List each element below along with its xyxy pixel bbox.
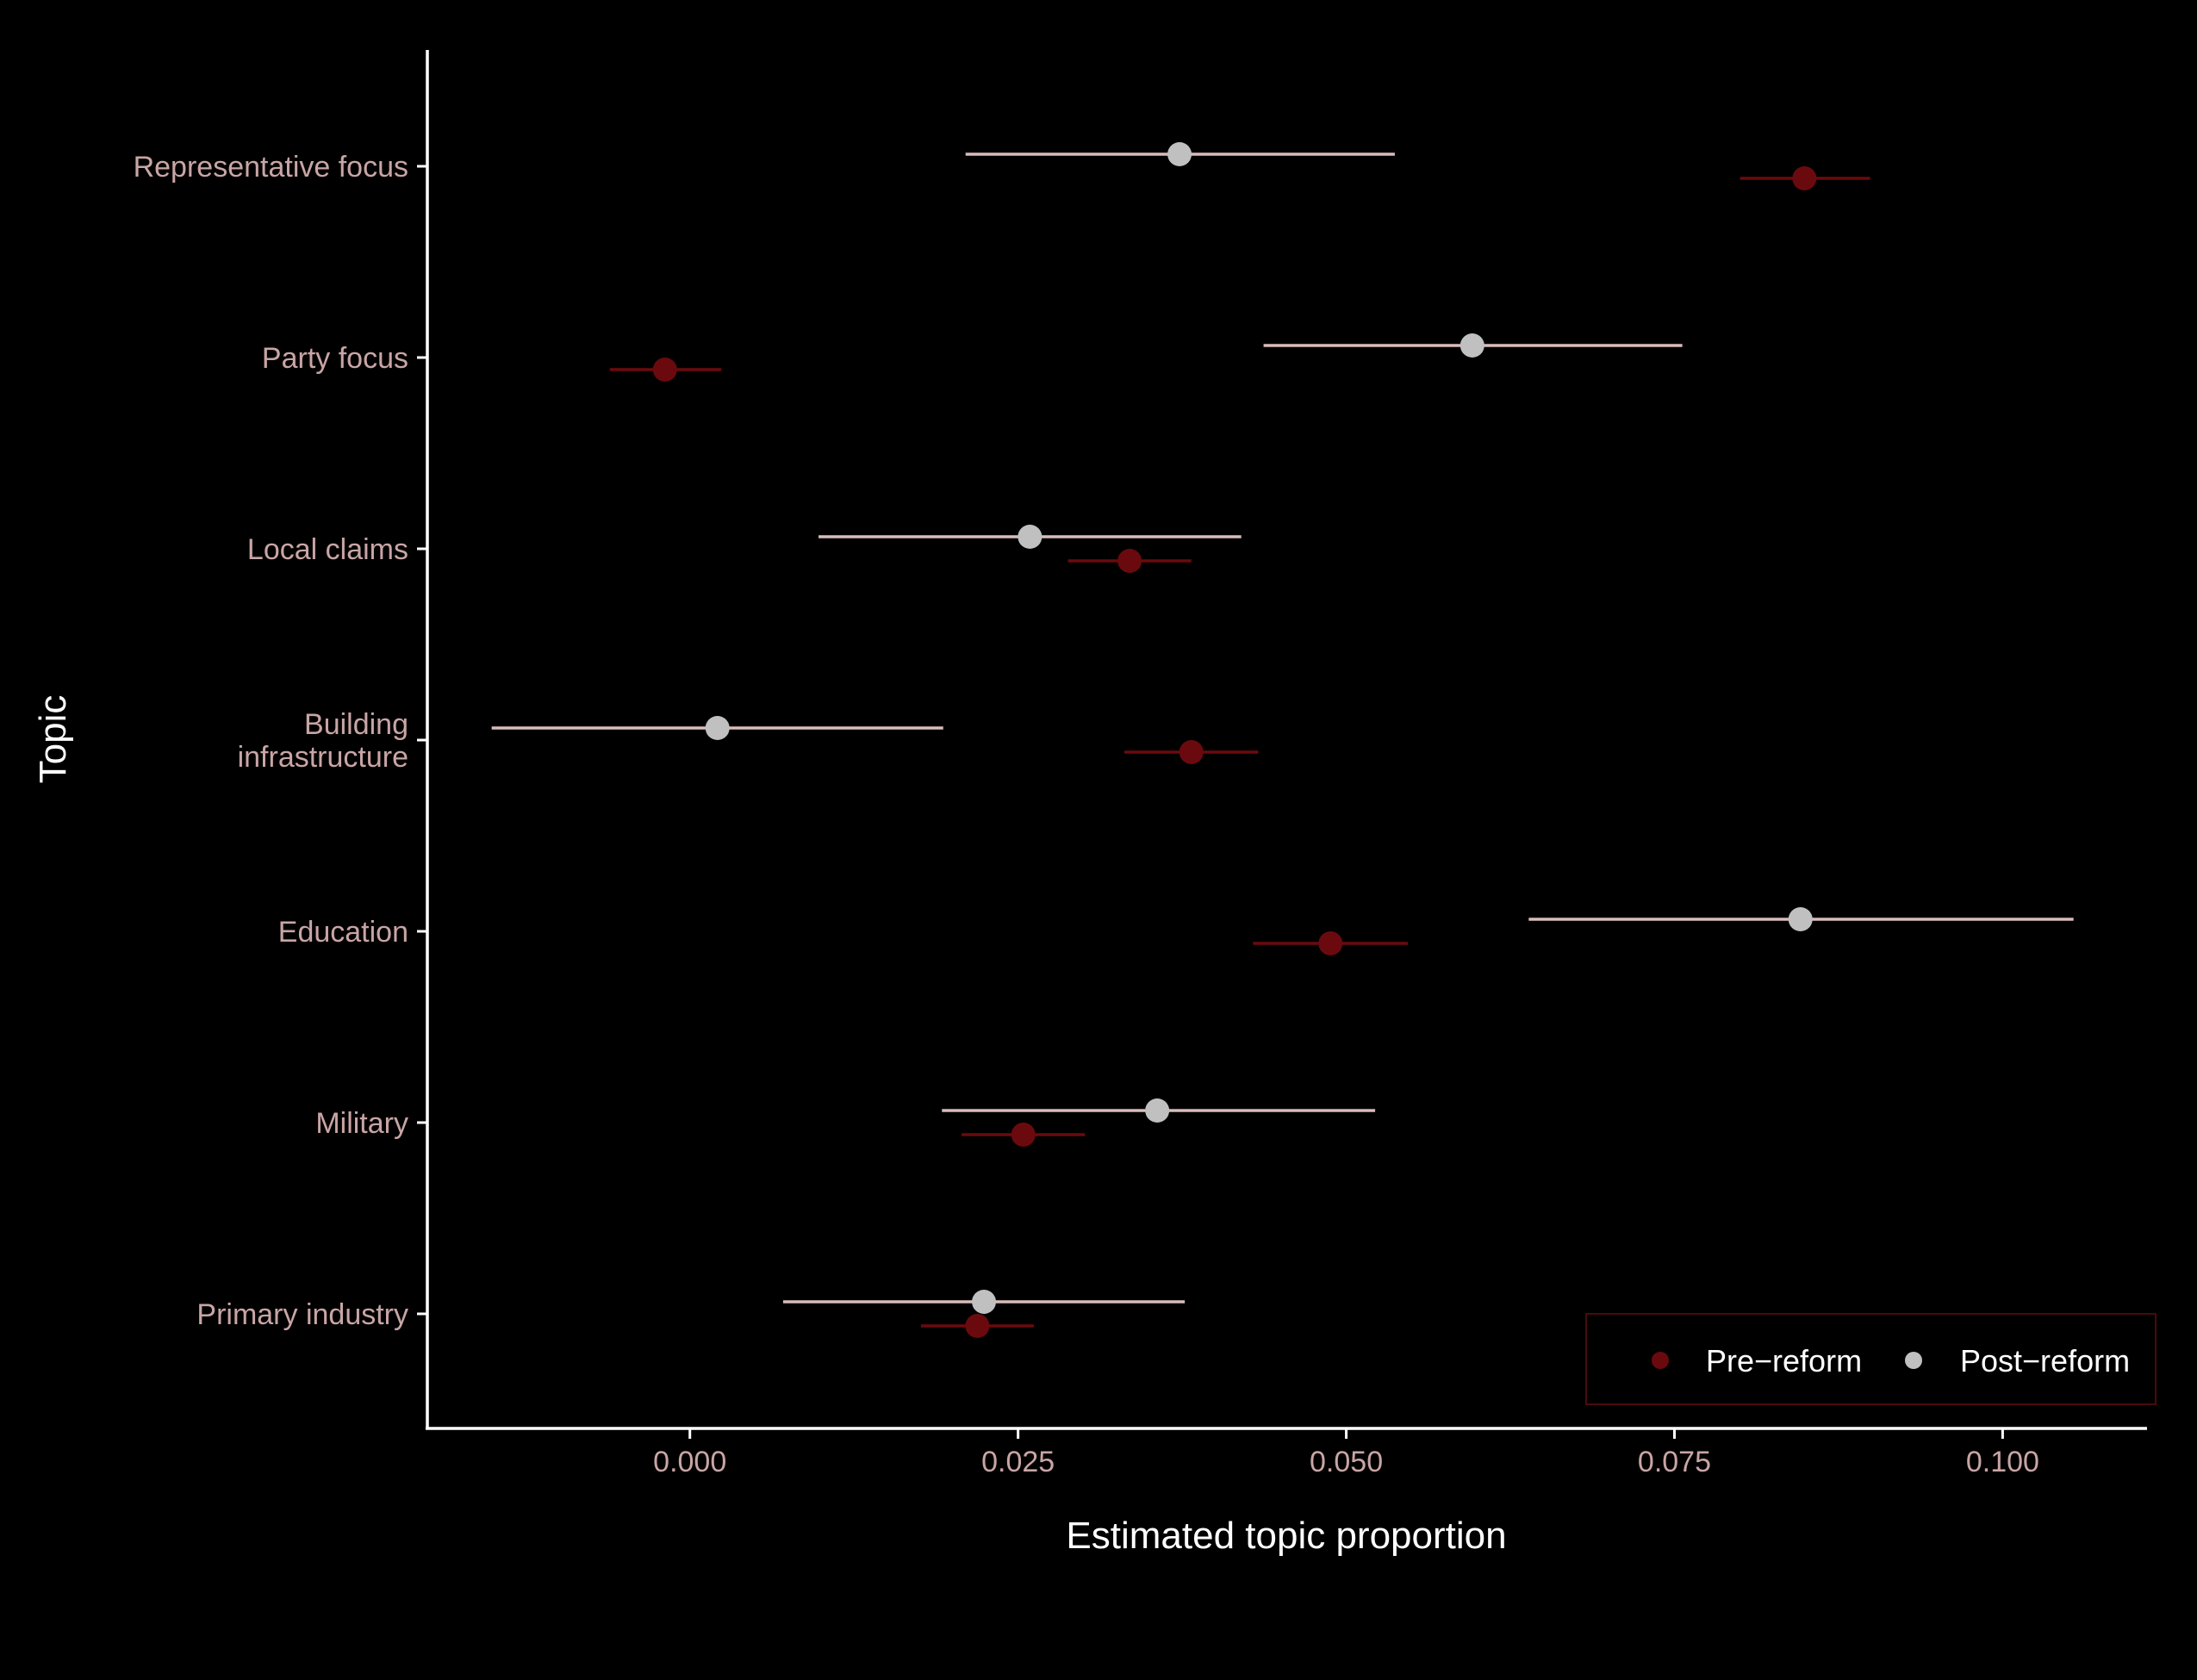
legend-key-post-reform: [1905, 1352, 1922, 1369]
legend-label-post-reform: Post−reform: [1960, 1343, 2130, 1378]
estimate-point: [1318, 931, 1343, 955]
x-tick-label: 0.000: [653, 1446, 726, 1478]
x-axis-title: Estimated topic proportion: [1066, 1515, 1506, 1557]
estimate-point: [965, 1314, 990, 1338]
estimate-point: [1459, 333, 1484, 358]
y-tick-label: Building: [304, 708, 408, 741]
y-axis-title: Topic: [32, 695, 74, 784]
legend-key-pre-reform: [1652, 1352, 1669, 1369]
x-tick-label: 0.025: [981, 1446, 1055, 1478]
y-tick-label: Local claims: [247, 533, 408, 566]
estimate-point: [1179, 740, 1204, 764]
estimate-point: [1011, 1123, 1036, 1147]
estimate-point: [705, 716, 730, 740]
x-tick-label: 0.050: [1310, 1446, 1383, 1478]
legend-box: [1585, 1313, 2157, 1405]
estimate-point: [1167, 142, 1192, 166]
estimate-point: [652, 358, 677, 382]
y-tick-label: Primary industry: [196, 1298, 408, 1331]
estimate-point: [1788, 907, 1813, 931]
estimate-point: [1145, 1098, 1170, 1123]
legend-label-pre-reform: Pre−reform: [1706, 1343, 1862, 1378]
y-tick-label: Military: [315, 1107, 408, 1140]
series-pre-reform: [609, 166, 1870, 1338]
y-tick-label: Party focus: [262, 342, 408, 375]
estimate-point: [1117, 549, 1142, 573]
x-tick-label: 0.100: [1966, 1446, 2039, 1478]
y-tick-label: Education: [278, 916, 408, 949]
data-series: [491, 142, 2074, 1338]
plot-panel: 0.000 0.025 0.050 0.075 0.100 Representative…: [134, 50, 2147, 1478]
y-axis-ticks: Representative focus Party focus Local cla…: [134, 151, 427, 1331]
legend: Pre−reform Post−reform: [1585, 1313, 2157, 1405]
x-axis-ticks: 0.000 0.025 0.050 0.075 0.100: [653, 1428, 2039, 1478]
estimate-point: [1018, 525, 1042, 549]
y-tick-label: Representative focus: [134, 151, 408, 184]
series-post-reform: [491, 142, 2074, 1314]
y-tick-label: infrastructure: [238, 741, 408, 774]
x-tick-label: 0.075: [1638, 1446, 1711, 1478]
estimate-point: [972, 1290, 997, 1314]
estimate-point: [1792, 166, 1817, 190]
